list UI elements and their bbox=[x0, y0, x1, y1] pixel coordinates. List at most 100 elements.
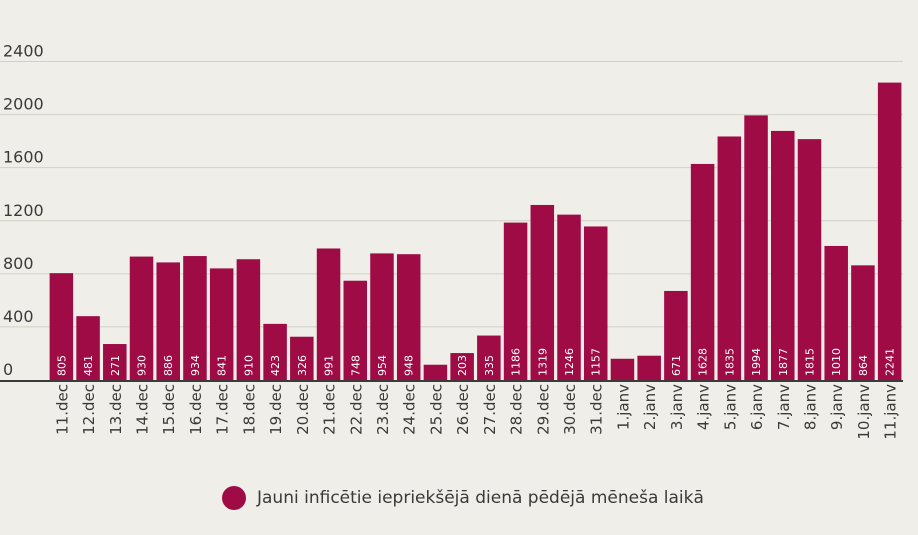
bar-value-label: 841 bbox=[216, 355, 229, 376]
bar-value-label: 886 bbox=[162, 355, 175, 376]
x-tick-label: 16.dec bbox=[187, 384, 205, 435]
bar-value-label: 326 bbox=[296, 355, 309, 376]
x-tick-label: 11.dec bbox=[53, 384, 71, 435]
x-tick-label: 26.dec bbox=[454, 384, 472, 435]
bar bbox=[263, 323, 287, 380]
x-tick-label: 29.dec bbox=[534, 384, 552, 435]
x-tick-label: 15.dec bbox=[160, 384, 178, 435]
bar-value-label: 1877 bbox=[777, 348, 790, 376]
bar bbox=[530, 204, 555, 380]
x-tick-label: 12.dec bbox=[80, 384, 98, 435]
x-tick-label: 6.janv bbox=[748, 384, 766, 430]
bar-value-label: 954 bbox=[376, 355, 389, 376]
y-tick-label: 1600 bbox=[3, 148, 44, 167]
bar-value-label: 991 bbox=[323, 355, 336, 376]
x-tick-label: 20.dec bbox=[294, 384, 312, 435]
x-tick-label: 22.dec bbox=[347, 384, 365, 435]
bar-value-label: 271 bbox=[109, 355, 122, 376]
bar bbox=[156, 262, 180, 380]
bar bbox=[664, 290, 688, 380]
x-tick-label: 10.janv bbox=[855, 384, 873, 440]
legend: Jauni inficētie iepriekšējā dienā pēdējā… bbox=[222, 486, 704, 510]
y-tick-label: 2400 bbox=[3, 42, 44, 61]
bar-value-label: 1994 bbox=[750, 348, 763, 376]
x-tick-label: 31.dec bbox=[588, 384, 606, 435]
bar-value-label: 934 bbox=[189, 355, 202, 376]
bar-value-labels: 805 481 271 930 886 934 841 910 423 326 991 748 954 9… bbox=[55, 348, 896, 376]
x-tick-label: 21.dec bbox=[321, 384, 339, 435]
bar bbox=[450, 353, 474, 380]
legend-label: Jauni inficētie iepriekšējā dienā pēdējā… bbox=[257, 488, 704, 508]
y-tick-label: 1200 bbox=[3, 201, 44, 220]
bar bbox=[824, 245, 848, 380]
bar bbox=[637, 355, 661, 380]
bar bbox=[744, 115, 768, 381]
x-tick-label: 14.dec bbox=[134, 384, 152, 435]
bar bbox=[557, 214, 581, 380]
x-tick-label: 19.dec bbox=[267, 384, 285, 435]
y-tick-label: 400 bbox=[3, 307, 34, 326]
x-tick-label: 28.dec bbox=[508, 384, 526, 435]
bar-value-label: 864 bbox=[857, 355, 870, 376]
bar-value-label: 423 bbox=[269, 355, 282, 376]
bar bbox=[76, 316, 100, 380]
bar-value-label: 1157 bbox=[590, 348, 603, 376]
bar bbox=[103, 344, 127, 380]
x-tick-label: 1.janv bbox=[614, 384, 632, 430]
bar bbox=[49, 273, 74, 380]
x-tick-label: 23.dec bbox=[374, 384, 392, 435]
x-tick-label: 3.janv bbox=[668, 384, 686, 430]
x-tick-label: 9.janv bbox=[828, 384, 846, 430]
bar bbox=[477, 335, 501, 380]
bar bbox=[771, 130, 795, 380]
x-tick-label: 24.dec bbox=[401, 384, 419, 435]
bar-value-label: 203 bbox=[456, 355, 469, 376]
bar bbox=[343, 280, 368, 380]
y-axis-tick-labels: 0 400 800 1200 1600 2000 2400 bbox=[3, 42, 44, 380]
bar bbox=[717, 136, 742, 380]
bar bbox=[209, 268, 234, 380]
y-tick-label: 0 bbox=[3, 360, 13, 379]
bar-value-label: 1186 bbox=[510, 348, 523, 376]
x-tick-label: 5.janv bbox=[721, 384, 739, 430]
bar-value-label: 1815 bbox=[803, 348, 816, 376]
bar-value-label: 805 bbox=[55, 355, 68, 376]
bar-value-label: 1835 bbox=[723, 348, 736, 376]
bar-value-label: 2241 bbox=[884, 348, 897, 376]
bars bbox=[49, 82, 902, 381]
bar-value-label: 1010 bbox=[830, 348, 843, 376]
bar-value-label: 1628 bbox=[697, 348, 710, 376]
bar bbox=[129, 256, 154, 380]
bar-value-label: 1246 bbox=[563, 348, 576, 376]
bar-value-label: 481 bbox=[82, 355, 95, 376]
bar bbox=[583, 226, 608, 380]
bar-value-label: 930 bbox=[136, 355, 149, 376]
x-tick-label: 11.janv bbox=[882, 384, 900, 440]
bar bbox=[370, 253, 394, 380]
x-tick-label: 25.dec bbox=[427, 384, 445, 435]
bar-value-label: 910 bbox=[242, 355, 255, 376]
bar-value-label: 671 bbox=[670, 355, 683, 376]
bar bbox=[610, 358, 635, 380]
x-tick-label: 7.janv bbox=[775, 384, 793, 430]
x-tick-label: 4.janv bbox=[695, 384, 713, 430]
bar-value-label: 748 bbox=[349, 355, 362, 376]
bar bbox=[851, 265, 875, 380]
y-tick-label: 2000 bbox=[3, 95, 44, 114]
bar bbox=[236, 259, 261, 380]
x-tick-label: 2.janv bbox=[641, 384, 659, 430]
bar bbox=[183, 256, 207, 380]
bar bbox=[690, 163, 715, 380]
x-tick-label: 8.janv bbox=[801, 384, 819, 430]
x-tick-label: 30.dec bbox=[561, 384, 579, 435]
bar-value-label: 1319 bbox=[536, 348, 549, 376]
bar bbox=[290, 336, 314, 380]
x-axis-tick-labels: 11.dec 12.dec 13.dec 14.dec 15.dec 16.dec 17.d… bbox=[53, 384, 899, 440]
bar bbox=[503, 222, 528, 380]
x-tick-label: 18.dec bbox=[240, 384, 258, 435]
x-tick-label: 13.dec bbox=[107, 384, 125, 435]
x-tick-label: 17.dec bbox=[214, 384, 232, 435]
bar bbox=[423, 364, 448, 380]
